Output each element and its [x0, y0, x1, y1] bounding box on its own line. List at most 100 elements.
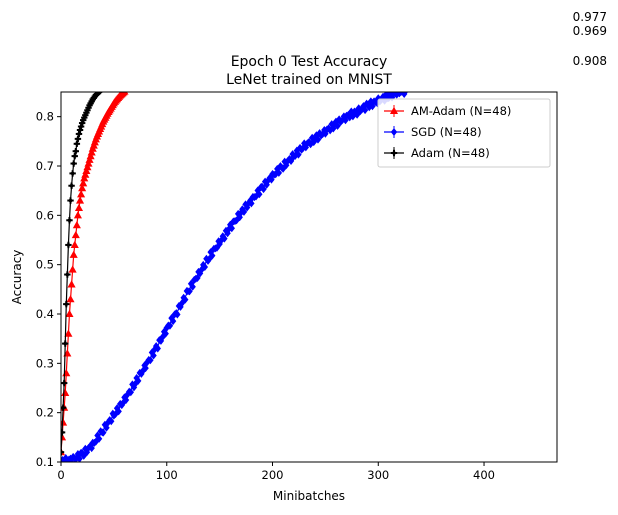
legend: AM-Adam (N=48) SGD (N=48) Adam (N=48): [377, 98, 551, 168]
data-point-am-adam: [82, 166, 91, 174]
x-tick-label: 300: [367, 468, 389, 482]
data-point-sgd: [314, 135, 322, 144]
data-point-sgd: [162, 329, 169, 338]
data-point-sgd: [95, 434, 103, 443]
data-point-am-adam: [83, 163, 92, 171]
data-point-am-adam: [78, 183, 87, 192]
data-point-sgd: [334, 121, 341, 130]
data-point-sgd: [174, 310, 181, 319]
plot-frame: [60, 91, 558, 463]
y-tick-label: 0.6: [36, 208, 54, 222]
data-point-am-adam: [87, 148, 96, 156]
data-point-adam: [74, 135, 82, 143]
data-point-adam: [62, 340, 69, 347]
data-point-sgd: [256, 190, 263, 199]
data-point-am-adam: [61, 388, 70, 396]
data-point-am-adam: [64, 329, 73, 337]
data-point-am-adam: [79, 179, 88, 187]
data-point-sgd: [221, 234, 228, 243]
data-point-sgd: [88, 444, 95, 453]
data-point-adam: [72, 148, 80, 155]
data-point-sgd: [186, 287, 193, 296]
data-point-am-adam: [81, 170, 90, 178]
data-point-am-adam: [75, 196, 85, 204]
data-point-sgd: [353, 110, 361, 119]
data-point-adam: [61, 429, 66, 436]
data-point-am-adam: [65, 309, 74, 318]
data-point-adam: [73, 140, 81, 147]
series-sgd: [61, 92, 408, 462]
y-tick-label: 0.7: [36, 159, 54, 173]
x-axis-label: Minibatches: [273, 489, 345, 503]
data-point-sgd: [189, 282, 196, 291]
data-point-sgd: [361, 106, 369, 115]
data-point-am-adam: [74, 203, 84, 211]
data-point-am-adam: [85, 155, 94, 163]
data-point-adam: [64, 271, 71, 278]
data-point-sgd: [142, 364, 149, 373]
data-point-sgd: [201, 263, 209, 272]
data-point-sgd: [169, 317, 177, 326]
data-point-sgd: [260, 185, 267, 194]
data-point-adam: [68, 182, 75, 189]
data-point-am-adam: [71, 230, 80, 239]
data-point-adam: [71, 152, 78, 160]
data-point-sgd: [80, 451, 87, 460]
series-layer: [61, 92, 408, 462]
data-point-sgd: [159, 333, 166, 342]
data-point-sgd: [205, 255, 213, 264]
data-point-am-adam: [120, 92, 129, 95]
data-point-sgd: [401, 92, 408, 97]
y-tick-label: 0.8: [36, 110, 54, 124]
data-point-adam: [67, 197, 74, 204]
data-point-adam: [70, 160, 77, 167]
data-point-am-adam: [84, 159, 93, 167]
data-point-sgd: [248, 199, 255, 208]
data-point-am-adam: [69, 250, 78, 258]
data-point-sgd: [154, 344, 161, 353]
data-point-am-adam: [72, 220, 81, 229]
y-tick-label: 0.2: [36, 406, 54, 420]
legend-box: [377, 98, 551, 168]
y-axis-ticks: 0.1 0.2 0.3 0.4 0.5 0.6 0.7 0.8: [36, 110, 61, 469]
data-point-adam: [66, 217, 73, 224]
data-point-adam: [75, 130, 83, 138]
y-axis-label: Accuracy: [10, 250, 24, 305]
corner-annotation-1: 0.977: [573, 10, 607, 24]
data-point-am-adam: [67, 280, 76, 288]
data-point-adam: [63, 300, 70, 308]
data-point-am-adam: [86, 151, 95, 160]
legend-label-sgd: SGD (N=48): [411, 125, 482, 139]
x-tick-label: 100: [156, 468, 178, 482]
y-tick-label: 0.4: [36, 307, 54, 321]
data-point-adam: [61, 404, 67, 411]
data-point-sgd: [287, 157, 295, 166]
data-point-adam: [85, 104, 92, 111]
data-point-sgd: [228, 224, 235, 233]
data-point-adam: [69, 170, 76, 177]
data-point-sgd: [122, 396, 130, 405]
data-point-am-adam: [70, 240, 79, 248]
y-tick-label: 0.3: [36, 356, 54, 370]
data-point-sgd: [100, 428, 107, 437]
data-point-am-adam: [73, 211, 82, 219]
x-axis-ticks: 0 100 200 300 400: [57, 462, 495, 482]
data-point-sgd: [268, 175, 275, 184]
data-point-sgd: [209, 251, 216, 260]
data-point-adam: [65, 241, 72, 249]
data-point-adam: [61, 379, 68, 387]
x-tick-label: 0: [57, 468, 64, 482]
data-point-sgd: [295, 150, 302, 159]
data-point-sgd: [178, 299, 186, 308]
corner-annotation-2: 0.969: [573, 24, 607, 38]
data-point-am-adam: [77, 190, 86, 198]
legend-marker-sgd: [390, 127, 398, 137]
y-tick-label: 0.5: [36, 258, 54, 272]
data-point-am-adam: [68, 265, 77, 273]
data-point-am-adam: [63, 349, 72, 357]
data-point-sgd: [182, 295, 189, 304]
data-point-sgd: [279, 164, 287, 173]
series-line-sgd: [61, 92, 403, 462]
data-point-sgd: [68, 458, 75, 462]
data-point-sgd: [275, 168, 283, 177]
